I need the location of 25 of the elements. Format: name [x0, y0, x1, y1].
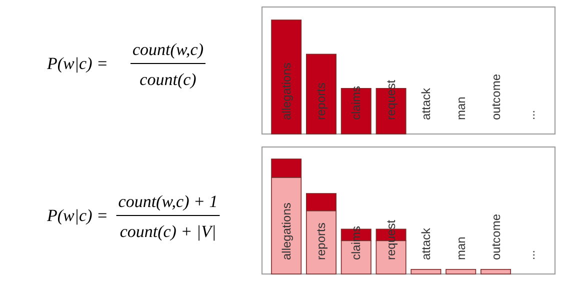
text: P(w|c) =	[46, 206, 108, 225]
x-tick-label: reports	[314, 82, 328, 120]
bar	[446, 269, 476, 274]
x-tick-label: request	[384, 79, 398, 120]
x-tick-label: attack	[418, 86, 433, 120]
text: count(w,c) + 1	[118, 192, 218, 211]
bar	[410, 269, 442, 274]
x-tick-label: request	[384, 219, 398, 260]
bar	[480, 269, 512, 274]
x-tick-label: outcome	[488, 74, 503, 120]
x-tick-label: allegations	[279, 202, 294, 260]
x-tick-label: man	[454, 236, 468, 260]
text: count(c)	[140, 70, 197, 89]
text: count(c) + |V|	[120, 222, 216, 241]
x-tick-label: reports	[314, 222, 328, 260]
x-tick-label: claims	[349, 86, 364, 120]
x-tick-label: outcome	[488, 214, 503, 260]
x-tick-label: ...	[524, 250, 538, 260]
text: P(w|c) =	[46, 54, 108, 73]
x-tick-label: ...	[524, 110, 538, 120]
x-tick-label: attack	[418, 226, 433, 260]
x-tick-label: man	[454, 96, 468, 120]
x-tick-label: claims	[349, 226, 364, 260]
x-tick-label: allegations	[279, 62, 294, 120]
text: count(w,c)	[132, 40, 204, 59]
